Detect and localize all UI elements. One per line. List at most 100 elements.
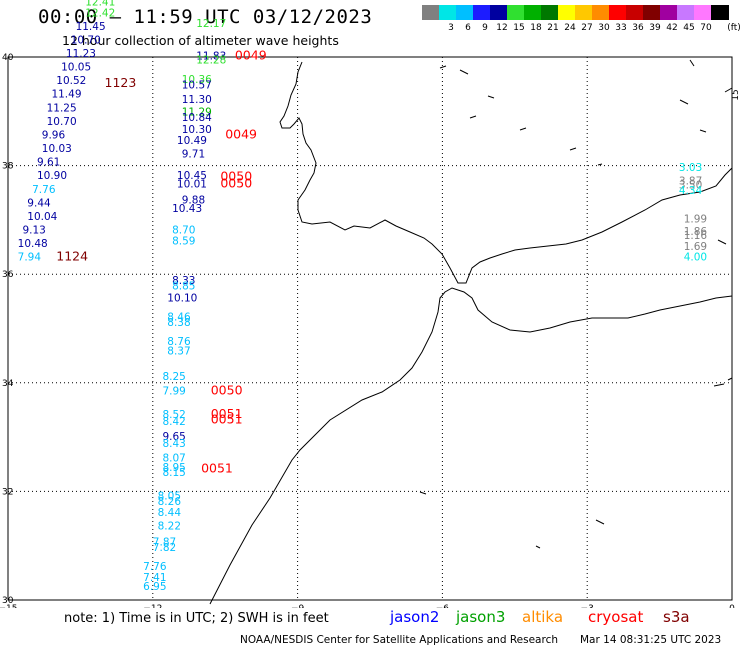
scale-swatch: [592, 5, 610, 20]
wave-height-label: 9.65: [162, 431, 185, 443]
time-label: 0051: [211, 406, 243, 421]
wave-height-label: 11.30: [182, 94, 212, 106]
wave-height-points: 12.4112.4211.4510.7011.2310.0510.5211.49…: [18, 0, 708, 593]
scale-swatch: [575, 5, 593, 20]
scale-swatch: [609, 5, 627, 20]
coastline-fragment: [679, 99, 689, 105]
wave-height-label: 9.13: [22, 224, 45, 236]
scale-swatch: [456, 5, 474, 20]
wave-height-label: 8.07: [162, 453, 185, 465]
scale-label: 18: [530, 23, 542, 33]
wave-height-label: 7.82: [153, 542, 176, 554]
wave-height-label: 10.48: [18, 238, 48, 250]
scale-swatch: [711, 5, 729, 20]
lon-tick-label: −6: [436, 604, 450, 608]
scale-swatch: [626, 5, 644, 20]
footer-note: note: 1) Time is in UTC; 2) SWH is in fe…: [64, 611, 329, 626]
scale-swatch: [439, 5, 457, 20]
wave-height-label: 10.05: [61, 62, 91, 74]
time-label: 0050: [211, 383, 243, 398]
wave-height-label: 8.44: [158, 507, 182, 519]
wave-height-label: 3.87: [679, 176, 702, 188]
wave-height-label: 11.29: [182, 107, 212, 119]
scale-swatch: [541, 5, 559, 20]
coastline-fragment: [597, 163, 603, 166]
wave-height-label: 10.52: [56, 75, 86, 87]
wave-height-label: 10.04: [27, 211, 57, 223]
scale-label: 6: [465, 23, 471, 33]
scale-label: 24: [564, 23, 576, 33]
time-label: 0051: [211, 412, 243, 427]
lat-tick-label: 38: [2, 162, 14, 172]
wave-height-label: 7.94: [18, 252, 42, 264]
scale-label: 3: [448, 23, 454, 33]
wave-height-label: 8.33: [172, 275, 195, 287]
scale-label: 45: [683, 23, 695, 33]
coastline-fragment: [727, 377, 733, 381]
wave-height-label: 11.45: [76, 21, 106, 33]
satellite-jason3: jason3: [456, 608, 506, 626]
scale-swatch: [643, 5, 661, 20]
scale-label: 21: [547, 23, 559, 33]
time-label: 0049: [225, 126, 257, 141]
wave-height-label: 10.03: [42, 143, 72, 155]
wave-height-label: 9.88: [182, 195, 205, 207]
scale-label: 12: [496, 23, 508, 33]
wave-height-label: 10.10: [167, 292, 197, 304]
scale-swatch: [694, 5, 712, 20]
lon-tick-label: 0: [729, 604, 735, 608]
wave-height-label: 10.70: [71, 34, 101, 46]
wave-height-label: 7.99: [162, 386, 185, 398]
lon-tick-label: −15: [0, 604, 18, 608]
wave-height-label: 9.61: [37, 157, 60, 169]
scale-unit: (ft): [727, 23, 740, 33]
wave-height-label: 8.42: [162, 416, 185, 428]
lat-tick-label: 30: [2, 596, 14, 606]
lat-tick-label: 34: [2, 379, 14, 389]
wave-height-label: 9.96: [42, 129, 66, 141]
lat-tick-label: 40: [2, 53, 14, 63]
axis-ticks: −15 −12 −9 −6 −3 0 40 38 36 34 32 30 15: [0, 53, 740, 608]
scale-swatch: [473, 5, 491, 20]
timestamp: Mar 14 08:31:25 UTC 2023: [580, 634, 722, 646]
wave-height-label: 8.43: [162, 438, 185, 450]
satellite-altika: altika: [522, 608, 564, 626]
coastline-fragment: [419, 491, 427, 495]
wave-height-label: 7.41: [143, 572, 166, 584]
wave-height-label: 10.43: [172, 203, 202, 215]
wave-height-label: 11.83: [196, 51, 226, 63]
map-border: [7, 56, 733, 601]
wave-height-label: 8.26: [158, 496, 182, 508]
coastline-fragment: [713, 383, 725, 387]
satellite-cryosat: cryosat: [588, 608, 644, 626]
wave-height-label: 10.45: [177, 170, 207, 182]
wave-height-label: 8.46: [167, 311, 191, 323]
coastline-fragment: [459, 69, 469, 75]
wave-height-label: 7.76: [143, 561, 167, 573]
wave-height-label: 1.16: [684, 230, 708, 242]
wave-height-label: 8.76: [167, 336, 191, 348]
coastline-fragment: [487, 95, 495, 99]
scale-label: 36: [632, 23, 644, 33]
scale-swatch: [558, 5, 576, 20]
time-label: 1124: [56, 249, 88, 264]
satellite-jason2: jason2: [390, 608, 440, 626]
coastline-fragment: [469, 115, 477, 119]
scale-swatch: [660, 5, 678, 20]
scale-swatch: [490, 5, 508, 20]
wave-height-label: 6.95: [143, 581, 166, 593]
wave-height-label: 9.71: [182, 148, 205, 160]
wave-height-label: 1.86: [684, 226, 708, 238]
scale-label: 15: [513, 23, 525, 33]
wave-height-label: 10.36: [182, 74, 212, 86]
coastline-fragment: [724, 87, 733, 93]
coastline: [209, 59, 733, 605]
wave-height-label: 8.52: [162, 409, 185, 421]
scale-label: 70: [700, 23, 712, 33]
coastline-iberia: [279, 61, 733, 284]
time-label: 0049: [235, 48, 267, 63]
lat-tick-label: 32: [2, 487, 13, 497]
scale-swatch: [422, 5, 440, 20]
chart-subtitle: 12 hour collection of altimeter wave hei…: [62, 33, 339, 48]
satellite-s3a: s3a: [663, 608, 690, 626]
